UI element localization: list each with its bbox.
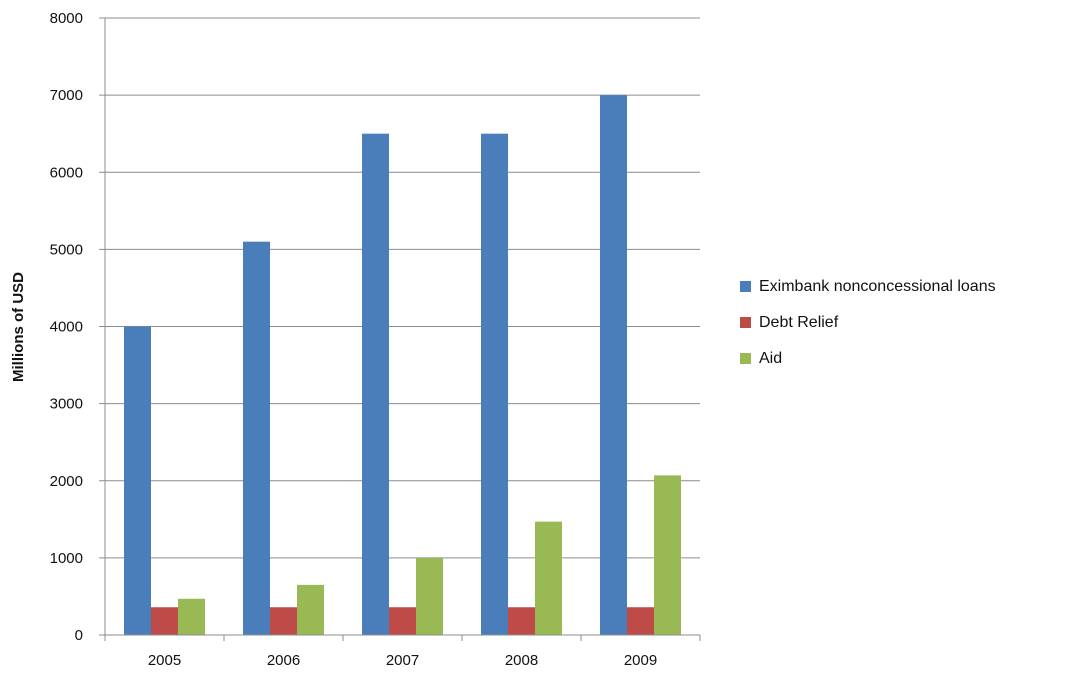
y-tick-label: 2000 bbox=[50, 473, 83, 490]
bar-2005-aid bbox=[178, 598, 205, 635]
axes bbox=[104, 18, 701, 641]
y-tick-label: 8000 bbox=[50, 10, 83, 27]
bar-2007-aid bbox=[416, 557, 443, 635]
y-tick-label: 5000 bbox=[50, 241, 83, 258]
bar-2008-debt-relief bbox=[508, 607, 535, 635]
legend: Eximbank nonconcessional loans Debt Relie… bbox=[740, 278, 996, 367]
y-tick-label: 7000 bbox=[50, 87, 83, 104]
legend-label: Eximbank nonconcessional loans bbox=[759, 278, 996, 295]
y-tick-label: 4000 bbox=[50, 319, 83, 336]
bar-2008-aid bbox=[535, 521, 562, 635]
x-tick-label: 2007 bbox=[386, 652, 419, 669]
x-tick-label: 2008 bbox=[505, 652, 538, 669]
y-tick-label: 0 bbox=[75, 627, 83, 644]
bar-2006-debt-relief bbox=[270, 607, 297, 635]
legend-swatch bbox=[740, 281, 751, 292]
y-tick-label: 3000 bbox=[50, 396, 83, 413]
x-tick-labels: 2005 2006 2007 2008 2009 bbox=[148, 652, 657, 669]
legend-label: Aid bbox=[759, 350, 782, 367]
x-tick-label: 2006 bbox=[267, 652, 300, 669]
y-tick-label: 6000 bbox=[50, 164, 83, 181]
y-tick-label: 1000 bbox=[50, 550, 83, 567]
bars bbox=[124, 95, 681, 635]
y-tick-labels: 0 1000 2000 3000 4000 5000 6000 7000 8000 bbox=[50, 10, 83, 644]
legend-swatch bbox=[740, 317, 751, 328]
bar-2006-aid bbox=[297, 584, 324, 635]
legend-swatch bbox=[740, 353, 751, 364]
bar-2009-eximbank-nonconcessional-loans bbox=[600, 95, 627, 635]
y-axis-title: Millions of USD bbox=[10, 272, 27, 382]
bar-2007-eximbank-nonconcessional-loans bbox=[362, 133, 389, 635]
bar-2009-debt-relief bbox=[627, 607, 654, 635]
bar-2005-debt-relief bbox=[151, 607, 178, 635]
legend-label: Debt Relief bbox=[759, 314, 839, 331]
bar-2009-aid bbox=[654, 475, 681, 635]
bar-2008-eximbank-nonconcessional-loans bbox=[481, 133, 508, 635]
bar-2007-debt-relief bbox=[389, 607, 416, 635]
x-tick-label: 2005 bbox=[148, 652, 181, 669]
bar-2006-eximbank-nonconcessional-loans bbox=[243, 241, 270, 635]
x-tick-label: 2009 bbox=[624, 652, 657, 669]
bar-2005-eximbank-nonconcessional-loans bbox=[124, 326, 151, 635]
